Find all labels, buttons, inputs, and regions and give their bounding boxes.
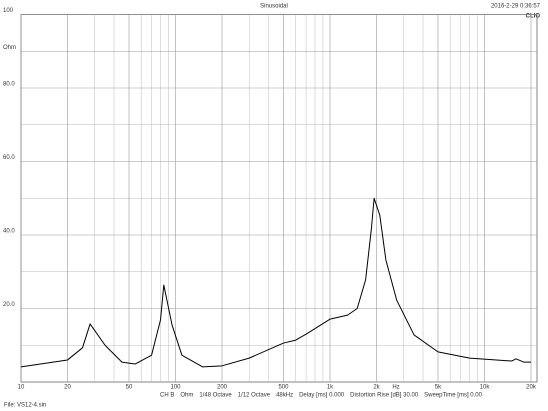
setting-label: 1/12 Octave bbox=[238, 393, 271, 399]
setting-label: Delay [ms] 0.000 bbox=[299, 393, 345, 399]
x-tick-label: 200 bbox=[217, 385, 228, 391]
x-tick-label: 2k bbox=[373, 385, 380, 391]
setting-label: 1/48 Octave bbox=[199, 393, 232, 399]
setting-label: CH B bbox=[160, 393, 174, 399]
x-tick-label: 20 bbox=[64, 385, 71, 391]
impedance-curve bbox=[20, 197, 531, 368]
y-tick-label: 80.0 bbox=[3, 82, 15, 88]
y-tick-label: Ohm bbox=[3, 45, 16, 51]
y-tick-label: 60.0 bbox=[3, 155, 15, 161]
x-tick-label: 500 bbox=[278, 385, 289, 391]
setting-label: 48kHz bbox=[276, 393, 293, 399]
x-tick-label: 10k bbox=[480, 385, 491, 391]
setting-label: Ohm bbox=[180, 393, 193, 399]
x-tick-label: 20k bbox=[526, 385, 537, 391]
setting-label: Distortion Rise [dB] 30.00 bbox=[350, 393, 419, 399]
y-tick-label: 100 bbox=[3, 8, 14, 14]
file-name: File: VS12-4.sin bbox=[4, 403, 46, 409]
x-tick-label: 100 bbox=[170, 385, 181, 391]
y-tick-label: 40.0 bbox=[3, 229, 15, 235]
x-tick-label: 50 bbox=[126, 385, 133, 391]
x-tick-label: 10 bbox=[18, 385, 25, 391]
x-tick-label: 5k bbox=[435, 385, 442, 391]
logo: CLIO bbox=[526, 14, 541, 20]
x-tick-label: 1k bbox=[327, 385, 334, 391]
chart-title: Sinusoidal bbox=[260, 4, 288, 10]
y-tick-label: 20.0 bbox=[3, 302, 15, 308]
x-unit: Hz bbox=[392, 385, 399, 391]
setting-label: SweepTime [ms] 0.00 bbox=[424, 393, 482, 399]
timestamp: 2016-2-29 0:36:57 bbox=[491, 4, 541, 10]
